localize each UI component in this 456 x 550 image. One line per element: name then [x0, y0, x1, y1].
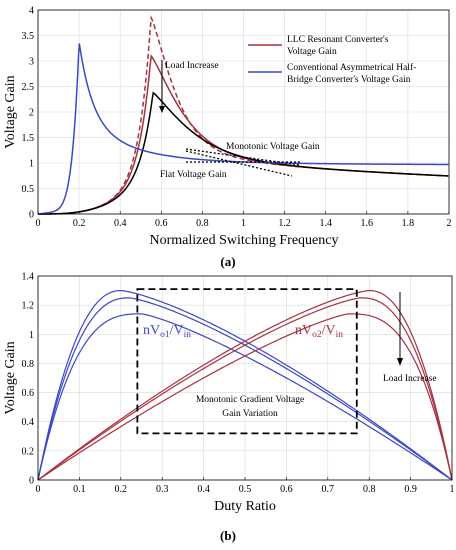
series-label-nvo2: nVo2/Vin	[295, 323, 343, 340]
chart-b-series-nvo2-line	[37, 313, 453, 481]
chart-b-tick-x: 0.3	[156, 484, 169, 495]
chart-a-tick-x: 1.2	[278, 218, 291, 229]
chart-a-tick-y: 4	[29, 6, 34, 17]
chart-a-tick-y: 1	[29, 159, 34, 170]
chart-b-series-nvo2-line	[37, 289, 453, 481]
chart-a-tick-x: 1.8	[402, 218, 415, 229]
chart-b-series-nvo2-line	[37, 297, 453, 481]
chart-a-tick-x: 1.4	[319, 218, 332, 229]
chart-a-tick-x: 2	[447, 218, 452, 229]
chart-a-tick-x: 1	[241, 218, 246, 229]
chart-a-panel-label: (a)	[220, 254, 235, 269]
chart-b-tick-y: 1.4	[22, 272, 35, 283]
chart-a-tick-y: 2	[29, 108, 34, 119]
chart-a-tick-x: 1.6	[361, 218, 374, 229]
chart-a-tick-y: 2.5	[22, 82, 35, 93]
chart-b-panel-label: (b)	[220, 528, 236, 543]
chart-b-xlabel: Duty Ratio	[214, 499, 276, 514]
chart-a-series-line	[38, 91, 449, 215]
load-increase-arrowhead-b	[397, 358, 403, 366]
chart-a-legend: LLC Resonant Converter's Voltage Gain Co…	[248, 35, 416, 85]
legend-llc-label-line1: LLC Resonant Converter's	[287, 35, 389, 45]
load-increase-label-b: Load Increase	[383, 374, 437, 384]
chart-a-frame	[37, 9, 450, 215]
chart-b-tick-x: 0.1	[73, 484, 86, 495]
monotonic-gain-label: Monotonic Voltage Gain	[226, 142, 320, 152]
chart-b-tick-y: 1	[29, 330, 34, 341]
chart-a-tick-x: 0.6	[155, 218, 168, 229]
load-increase-label-a: Load Increase	[165, 61, 219, 71]
gradient-annotation-line2: Gain Variation	[222, 409, 278, 419]
chart-a-tick-y: 3.5	[22, 31, 35, 42]
chart-b-tick-x: 0.2	[115, 484, 128, 495]
chart-a-tick-y: 0	[29, 210, 34, 221]
gradient-annotation-line1: Monotonic Gradient Voltage	[196, 395, 304, 405]
chart-b-tick-x: 1	[450, 484, 455, 495]
chart-a-tick-x: 0.2	[73, 218, 86, 229]
chart-b-frame	[37, 275, 453, 481]
monotonic-gain-dotted-line	[185, 148, 301, 166]
chart-b-series	[37, 289, 453, 481]
chart-b-tick-y: 0	[29, 476, 34, 487]
chart-a-tick-x: 0	[36, 218, 41, 229]
chart-a-xlabel: Normalized Switching Frequency	[150, 233, 339, 248]
chart-a-tick-y: 0.5	[22, 184, 35, 195]
chart-a-tick-y: 3	[29, 57, 34, 68]
chart-b-tick-x: 0.7	[322, 484, 335, 495]
chart-a-tick-x: 0.4	[114, 218, 127, 229]
chart-b-tick-x: 0.5	[239, 484, 252, 495]
chart-b-tick-x: 0.6	[280, 484, 293, 495]
chart-b-tick-y: 0.8	[22, 359, 35, 370]
flat-gain-label: Flat Voltage Gain	[160, 170, 227, 180]
chart-a: 0 0.2 0.4 0.6 0.8 1 1.2 1.4 1.6 1.8 2 0 0.5 1 1.5 2 2.5…	[3, 6, 452, 270]
chart-b-tick-y: 0.6	[22, 388, 35, 399]
legend-ahb-label-line2: Bridge Converter's Voltage Gain	[287, 75, 411, 85]
chart-a-series-line	[38, 15, 449, 215]
chart-b-tick-y: 0.2	[22, 446, 35, 457]
chart-b-tick-y: 0.4	[22, 417, 35, 428]
chart-b-y-ticks: 0 0.2 0.4 0.6 0.8 1 1.2 1.4	[22, 272, 35, 487]
chart-b-tick-x: 0.4	[197, 484, 210, 495]
chart-a-tick-y: 1.5	[22, 133, 35, 144]
series-label-nvo1: nVo1/Vin	[143, 323, 191, 340]
chart-a-tick-x: 0.8	[196, 218, 209, 229]
legend-ahb-label-line1: Conventional Asymmetrical Half-	[287, 62, 416, 73]
legend-llc-label-line2: Voltage Gain	[287, 47, 337, 57]
chart-b: 0 0.1 0.2 0.3 0.4 0.5 0.6 0.7 0.8 0.9 1 0 0.2 0.4 0.6…	[3, 272, 455, 544]
chart-a-ylabel: Voltage Gain	[3, 75, 18, 148]
chart-a-x-ticks: 0 0.2 0.4 0.6 0.8 1 1.2 1.4 1.6 1.8 2	[36, 211, 452, 229]
chart-b-tick-y: 1.2	[22, 301, 35, 312]
chart-b-tick-x: 0.9	[404, 484, 417, 495]
chart-b-ylabel: Voltage Gain	[3, 341, 18, 414]
gradient-region-box	[136, 288, 358, 435]
chart-a-y-ticks: 0 0.5 1 1.5 2 2.5 3 3.5 4	[22, 6, 35, 221]
load-increase-arrowhead-a	[159, 106, 165, 113]
chart-b-tick-x: 0	[36, 484, 41, 495]
chart-b-tick-x: 0.8	[363, 484, 376, 495]
chart-b-x-ticks: 0 0.1 0.2 0.3 0.4 0.5 0.6 0.7 0.8 0.9 1	[36, 477, 455, 495]
